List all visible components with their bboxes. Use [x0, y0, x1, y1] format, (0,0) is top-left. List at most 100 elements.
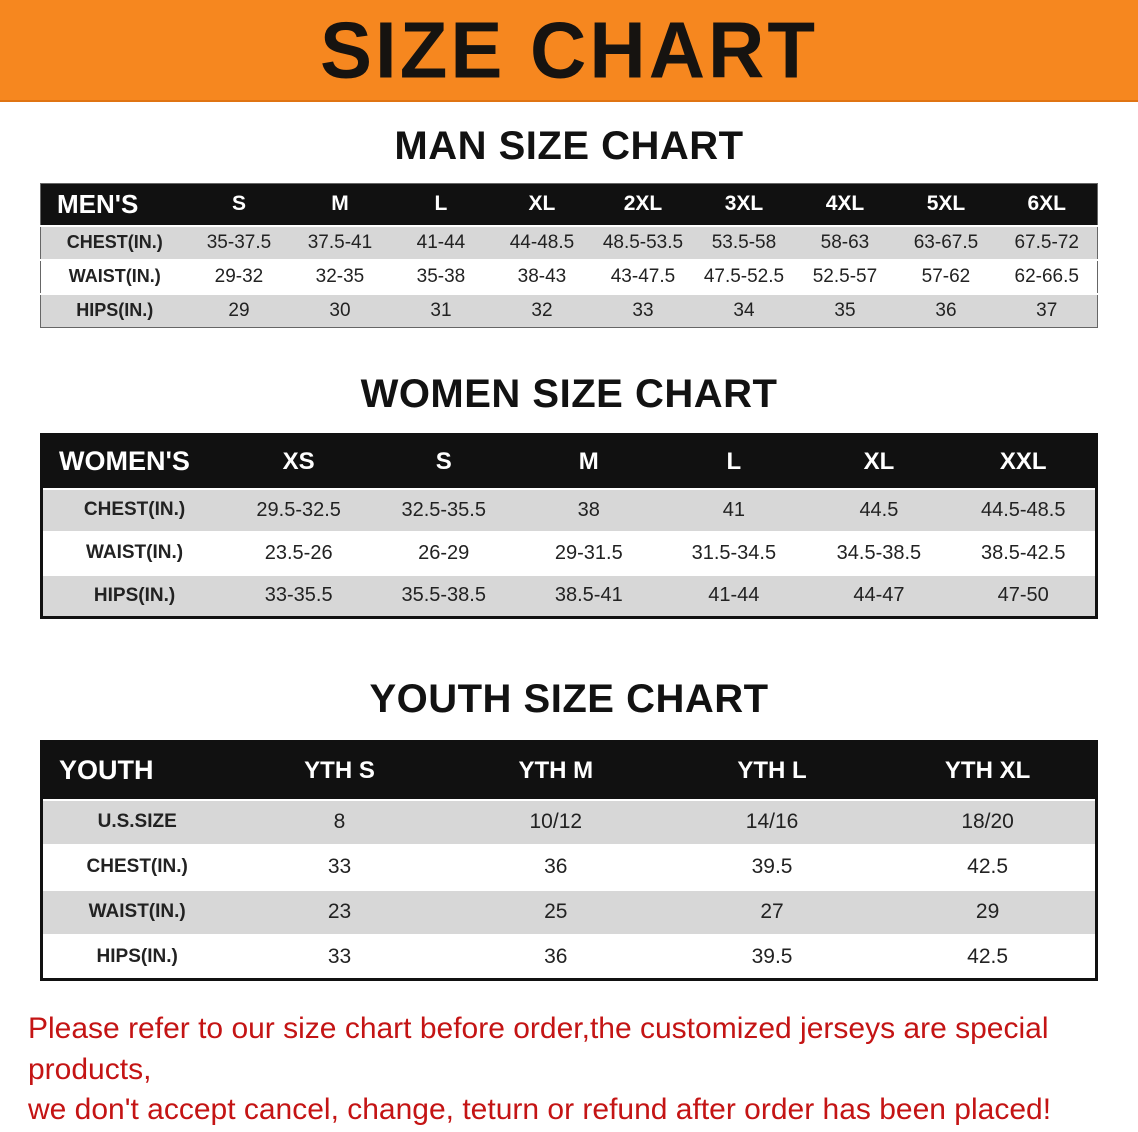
size-value-cell: 36: [935, 299, 957, 321]
size-value-cell: 29: [228, 299, 250, 321]
measurement-label: U.S.SIZE: [97, 811, 177, 832]
size-value-cell: 23.5-26: [264, 541, 333, 564]
size-column-header: S: [371, 434, 517, 489]
measurement-label: CHEST(IN.): [86, 856, 188, 877]
size-value-cell: 36: [544, 944, 568, 968]
measurement-label: CHEST(IN.): [83, 499, 186, 520]
banner: SIZE CHART: [0, 0, 1138, 102]
size-value-cell: 35: [834, 299, 856, 321]
size-value-cell: 35-37.5: [206, 231, 272, 253]
youth-size-table: YOUTH YTH S YTH M YTH L YTH XL U.S.SIZE 8 10/12…: [40, 740, 1098, 981]
size-column-header: XXL: [951, 434, 1097, 489]
table-row: CHEST(IN.) 33 36 39.5 42.5: [41, 844, 1097, 890]
size-value-cell: 44.5-48.5: [980, 498, 1066, 521]
youth-table-wrap: YOUTH YTH S YTH M YTH L YTH XL U.S.SIZE 8 10/12…: [0, 740, 1138, 981]
size-value-cell: 57-62: [921, 265, 971, 287]
table-row: U.S.SIZE 8 10/12 14/16 18/20: [41, 799, 1097, 845]
size-value-cell: 41-44: [416, 231, 466, 253]
table-row: WAIST(IN.) 29-32 32-35 35-38 38-43 43-47.5 47.…: [40, 259, 1098, 294]
size-column-header: YTH S: [231, 741, 448, 800]
size-value-cell: 33: [327, 855, 352, 878]
size-value-cell: 14/16: [745, 810, 799, 833]
size-value-cell: 29-31.5: [554, 541, 623, 564]
size-value-cell: 29: [975, 900, 1000, 923]
page-title: SIZE CHART: [320, 4, 818, 95]
size-column-header: 3XL: [693, 183, 795, 226]
size-value-cell: 32-35: [315, 265, 365, 287]
size-value-cell: 42.5: [967, 855, 1009, 878]
table-title-cell: MEN'S: [40, 183, 189, 226]
measurement-label: WAIST(IN.): [86, 542, 184, 563]
women-size-table: WOMEN'S XS S M L XL XXL CHEST(IN.) 29.5-32.5 32.5…: [40, 433, 1098, 619]
measurement-label: WAIST(IN.): [68, 266, 161, 286]
size-value-cell: 35-38: [416, 265, 466, 287]
size-value-cell: 44-48.5: [509, 231, 575, 253]
size-value-cell: 34.5-38.5: [836, 541, 922, 564]
table-row: CHEST(IN.) 35-37.5 37.5-41 41-44 44-48.5 48.5…: [40, 225, 1098, 260]
measurement-label: HIPS(IN.): [93, 584, 176, 606]
youth-chart-heading: YOUTH SIZE CHART: [369, 677, 769, 721]
size-value-cell: 37.5-41: [307, 231, 373, 253]
women-chart-heading: WOMEN SIZE CHART: [360, 372, 778, 416]
footer-disclaimer-line2: we don't accept cancel, change, teturn o…: [28, 1093, 1052, 1126]
footer-disclaimer-line1: Please refer to our size chart before or…: [28, 1012, 1049, 1086]
men-chart-heading: MAN SIZE CHART: [394, 124, 744, 168]
size-column-header: 5XL: [895, 183, 997, 226]
size-value-cell: 33-35.5: [264, 584, 333, 607]
size-value-cell: 27: [760, 900, 784, 923]
size-value-cell: 37: [1036, 299, 1058, 321]
size-value-cell: 25: [544, 900, 568, 923]
size-value-cell: 67.5-72: [1014, 231, 1079, 253]
table-header-row: MEN'S S M L XL 2XL 3XL 4XL 5XL 6XL: [40, 183, 1098, 226]
size-value-cell: 26-29: [418, 541, 470, 564]
table-row: HIPS(IN.) 29 30 31 32 33 34 35 36 37: [40, 293, 1098, 328]
size-value-cell: 52.5-57: [812, 265, 878, 287]
size-value-cell: 47-50: [997, 584, 1049, 607]
size-value-cell: 33: [327, 944, 352, 968]
men-table-wrap: MEN'S S M L XL 2XL 3XL 4XL 5XL 6XL CHEST(IN.) 35-37…: [0, 183, 1138, 328]
size-value-cell: 34: [733, 299, 755, 321]
size-column-header: L: [661, 434, 807, 489]
table-row: CHEST(IN.) 29.5-32.5 32.5-35.5 38 41 44.5 44.5…: [41, 488, 1097, 532]
size-value-cell: 43-47.5: [610, 265, 676, 287]
size-column-header: YTH M: [447, 741, 664, 800]
women-table-wrap: WOMEN'S XS S M L XL XXL CHEST(IN.) 29.5-32.5 32.5…: [0, 433, 1138, 619]
size-value-cell: 38: [577, 498, 600, 521]
size-value-cell: 18/20: [961, 810, 1014, 833]
size-value-cell: 44.5: [859, 498, 899, 521]
size-value-cell: 29.5-32.5: [256, 498, 341, 521]
size-value-cell: 42.5: [967, 944, 1009, 968]
size-value-cell: 58-63: [820, 231, 870, 253]
table-header-row: WOMEN'S XS S M L XL XXL: [41, 434, 1097, 489]
table-row: HIPS(IN.) 33-35.5 35.5-38.5 38.5-41 41-44 44-…: [41, 574, 1097, 618]
table-header-row: YOUTH YTH S YTH M YTH L YTH XL: [41, 741, 1097, 800]
size-value-cell: 41-44: [708, 584, 760, 607]
size-value-cell: 31: [430, 299, 452, 321]
size-value-cell: 48.5-53.5: [602, 231, 684, 253]
table-row: WAIST(IN.) 23.5-26 26-29 29-31.5 31.5-34.5 34…: [41, 531, 1097, 575]
size-value-cell: 39.5: [751, 944, 793, 968]
size-value-cell: 38-43: [517, 265, 567, 287]
size-value-cell: 38.5-42.5: [980, 541, 1066, 564]
size-value-cell: 10/12: [529, 810, 583, 833]
size-column-header: 2XL: [592, 183, 694, 226]
size-value-cell: 39.5: [751, 855, 793, 878]
size-column-header: XL: [806, 434, 952, 489]
size-value-cell: 62-66.5: [1014, 265, 1079, 287]
size-column-header: YTH XL: [880, 741, 1097, 800]
size-column-header: XS: [226, 434, 372, 489]
measurement-label: HIPS(IN.): [76, 300, 154, 321]
size-column-header: YTH L: [663, 741, 881, 800]
size-value-cell: 31.5-34.5: [691, 541, 777, 564]
footer-disclaimer: Please refer to our size chart before or…: [0, 1009, 1138, 1131]
measurement-label: CHEST(IN.): [66, 232, 163, 252]
table-row: WAIST(IN.) 23 25 27 29: [41, 889, 1097, 935]
measurement-label: HIPS(IN.): [96, 945, 178, 967]
size-column-header: S: [188, 183, 290, 226]
size-value-cell: 32.5-35.5: [401, 498, 486, 521]
size-value-cell: 8: [333, 810, 346, 833]
size-value-cell: 47.5-52.5: [703, 265, 785, 287]
size-value-cell: 38.5-41: [554, 584, 623, 607]
size-value-cell: 35.5-38.5: [401, 584, 486, 607]
